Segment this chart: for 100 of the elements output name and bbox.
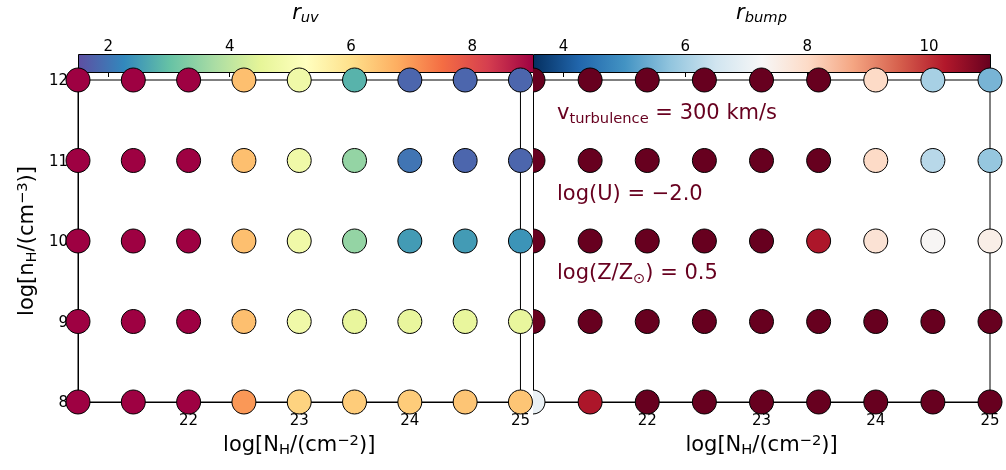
color-bar-label: 10 bbox=[919, 37, 939, 56]
point bbox=[120, 309, 146, 334]
annotation: log(U) = −2.0 bbox=[557, 180, 703, 205]
point bbox=[452, 67, 478, 93]
point bbox=[342, 309, 368, 334]
point bbox=[120, 148, 146, 173]
point bbox=[286, 228, 312, 254]
point bbox=[507, 228, 533, 254]
point bbox=[176, 67, 202, 93]
point bbox=[634, 148, 660, 173]
point bbox=[286, 309, 312, 334]
x-tick-label: 22 bbox=[637, 410, 657, 429]
color-bar-label: 2 bbox=[103, 37, 114, 56]
point bbox=[231, 309, 257, 334]
color-bar-label: 8 bbox=[467, 37, 478, 56]
point bbox=[286, 389, 312, 415]
point bbox=[634, 389, 660, 415]
point bbox=[691, 228, 717, 254]
point bbox=[634, 309, 660, 334]
point bbox=[863, 389, 889, 415]
color-bar-label: 8 bbox=[802, 37, 812, 56]
color-bar-label: 4 bbox=[224, 37, 235, 56]
point bbox=[120, 228, 146, 254]
annotation: log(Z/Z⊙) = 0.5 bbox=[557, 260, 718, 286]
point bbox=[749, 309, 774, 334]
point bbox=[806, 148, 832, 173]
point bbox=[342, 148, 368, 173]
x-tick-label: 25 bbox=[510, 410, 530, 429]
x-tick-label: 22 bbox=[179, 410, 199, 429]
point bbox=[342, 228, 368, 254]
point bbox=[977, 309, 1003, 334]
point bbox=[342, 389, 368, 415]
color-bar-label: 4 bbox=[558, 37, 569, 56]
point bbox=[863, 67, 889, 93]
point bbox=[863, 309, 889, 334]
y-axis-title: log[nH/(cm−3)] bbox=[12, 166, 40, 316]
point bbox=[920, 389, 946, 415]
point bbox=[397, 148, 423, 173]
point bbox=[231, 228, 257, 254]
point bbox=[977, 389, 1003, 415]
point bbox=[65, 67, 91, 93]
point bbox=[397, 389, 423, 415]
x-tick-label: 23 bbox=[289, 410, 309, 429]
point bbox=[920, 228, 946, 254]
point bbox=[286, 67, 312, 93]
point bbox=[577, 228, 603, 254]
point bbox=[977, 228, 1003, 254]
point bbox=[691, 309, 717, 334]
x-tick-label: 25 bbox=[980, 410, 1000, 429]
point bbox=[507, 389, 533, 415]
point bbox=[397, 309, 423, 334]
point bbox=[691, 148, 717, 173]
point bbox=[577, 148, 603, 173]
point bbox=[920, 67, 946, 93]
point bbox=[231, 389, 257, 415]
point bbox=[577, 67, 603, 93]
x-tick-label: 24 bbox=[400, 410, 420, 429]
point bbox=[452, 228, 478, 254]
point bbox=[65, 228, 91, 254]
point bbox=[65, 389, 91, 415]
point bbox=[176, 309, 202, 334]
point bbox=[920, 309, 946, 334]
point bbox=[397, 67, 423, 93]
x-tick-label: 24 bbox=[866, 410, 886, 429]
point bbox=[65, 309, 91, 334]
point bbox=[806, 309, 832, 334]
point bbox=[286, 148, 312, 173]
point bbox=[577, 389, 603, 415]
point bbox=[65, 148, 91, 173]
point bbox=[634, 228, 660, 254]
point bbox=[806, 389, 832, 415]
point bbox=[749, 148, 774, 173]
point bbox=[977, 67, 1003, 93]
point bbox=[806, 228, 832, 254]
point bbox=[977, 148, 1003, 173]
point bbox=[176, 148, 202, 173]
color-bar-label: 6 bbox=[346, 37, 356, 56]
point bbox=[507, 309, 533, 334]
point bbox=[863, 148, 889, 173]
point bbox=[231, 67, 257, 93]
point bbox=[342, 67, 368, 93]
point bbox=[452, 309, 478, 334]
point bbox=[634, 67, 660, 93]
point bbox=[863, 228, 889, 254]
point bbox=[691, 389, 717, 415]
point bbox=[749, 67, 774, 93]
point bbox=[507, 148, 533, 173]
color-bar-label: 6 bbox=[680, 37, 691, 56]
point bbox=[507, 67, 533, 93]
point bbox=[176, 228, 202, 254]
point bbox=[749, 389, 774, 415]
point bbox=[120, 67, 146, 93]
point bbox=[691, 67, 717, 93]
point bbox=[577, 309, 603, 334]
point bbox=[920, 148, 946, 173]
point bbox=[120, 389, 146, 415]
point bbox=[176, 389, 202, 415]
point bbox=[452, 148, 478, 173]
x-tick-label: 23 bbox=[751, 410, 772, 429]
point bbox=[806, 67, 832, 93]
